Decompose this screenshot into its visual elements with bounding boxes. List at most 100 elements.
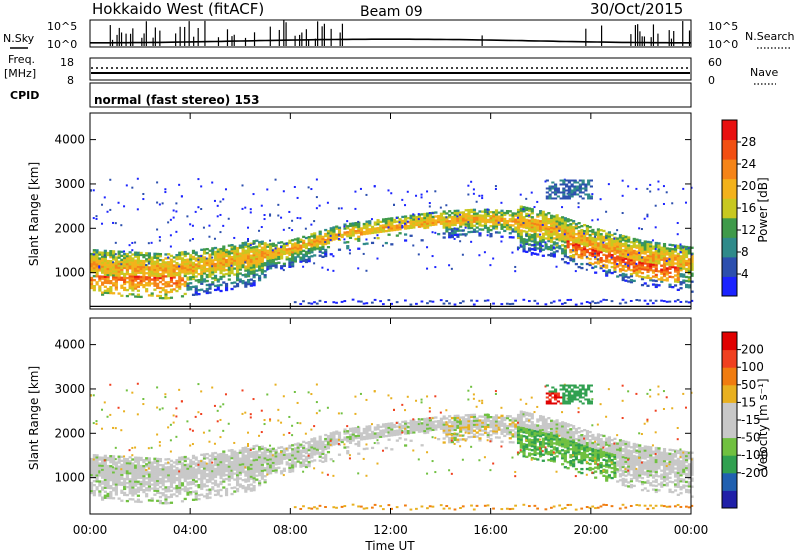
power-cell [607,249,612,252]
power-speckle [197,178,200,181]
power-cell [668,253,672,256]
power-cell [147,266,152,269]
power-cell [109,262,113,265]
power-speckle [428,300,432,303]
velocity-cell [335,440,339,443]
velocity-cell [252,484,256,488]
power-cell [607,271,612,274]
power-cell [618,248,623,251]
power-cell [527,219,532,222]
power-cell [632,245,636,249]
velocity-cell [222,466,226,469]
power-cell [227,274,231,277]
power-cell [219,283,223,287]
power-cell [624,279,628,282]
velocity-cell [255,470,259,473]
power-cell [618,274,623,277]
power-cell [500,219,504,222]
velocity-cell [208,468,212,471]
power-cell [197,265,201,268]
power-speckle [635,187,638,190]
power-speckle [445,216,448,219]
power-cell [216,286,220,289]
power-cell [351,230,355,233]
power-speckle [541,223,544,226]
power-cell [406,225,410,228]
power-cell [368,230,372,233]
power-cell [646,244,650,248]
velocity-cell [351,429,355,432]
power-cell [417,221,421,224]
velocity-cell [123,459,127,463]
power-cell [131,273,135,276]
velocity-cell [178,460,182,463]
power-cell [640,244,645,247]
power-patch-cell [576,181,580,184]
power-cell [277,249,281,252]
power-cell [106,277,110,281]
velocity-cell [95,466,99,469]
power-cell [224,268,229,272]
power-cell [112,262,116,265]
velocity-cell [230,486,234,490]
velocity-cell [291,456,295,459]
power-cell [213,250,218,254]
power-patch-cell [554,197,558,200]
power-cell [511,216,515,219]
power-patch-cell [576,193,580,196]
power-cell [200,288,204,291]
velocity-cell [158,485,163,489]
velocity-cell [238,461,242,464]
velocity-cell [238,469,242,472]
power-speckle [379,300,382,303]
power-cell [426,224,430,227]
power-cell [547,212,551,215]
power-cell [205,261,209,265]
velocity-cell [227,483,231,486]
colorbar-segment [722,159,737,180]
velocity-cell [318,455,322,458]
power-cell [588,261,592,265]
power-cell [541,238,545,241]
power-cell [291,261,295,264]
velocity-cell [150,463,154,466]
velocity-cell [310,440,314,443]
velocity-cell [348,437,353,441]
power-cell [434,215,438,218]
power-cell [260,262,264,265]
power-cell [90,280,94,284]
power-cell [271,258,275,261]
power-cell [627,240,631,243]
velocity-cell [238,483,242,486]
power-cell [189,268,193,271]
velocity-cell [161,478,165,481]
velocity-cell [103,490,107,493]
power-cell [662,244,667,248]
power-cell [233,267,237,270]
power-speckle [332,301,336,304]
power-cell [574,239,578,242]
power-cell [459,221,463,224]
power-cell [114,258,118,261]
velocity-cell [169,475,174,478]
power-cell [585,250,589,254]
velocity-speckle [260,409,263,412]
velocity-cell [136,466,140,469]
velocity-cell [178,480,182,483]
power-cell [417,223,421,226]
power-cell [442,236,446,239]
power-cell [208,273,212,276]
velocity-cell [269,464,273,467]
power-cell [321,239,325,243]
power-patch-cell [556,189,560,192]
power-cell [588,239,592,243]
velocity-cell [219,472,223,476]
power-cell [216,280,220,283]
power-cell [550,226,554,229]
velocity-cell [274,467,278,470]
power-cell [596,234,600,237]
power-cell [258,275,262,278]
velocity-cell [235,469,240,473]
velocity-cell [202,453,207,456]
velocity-speckle [101,408,104,411]
